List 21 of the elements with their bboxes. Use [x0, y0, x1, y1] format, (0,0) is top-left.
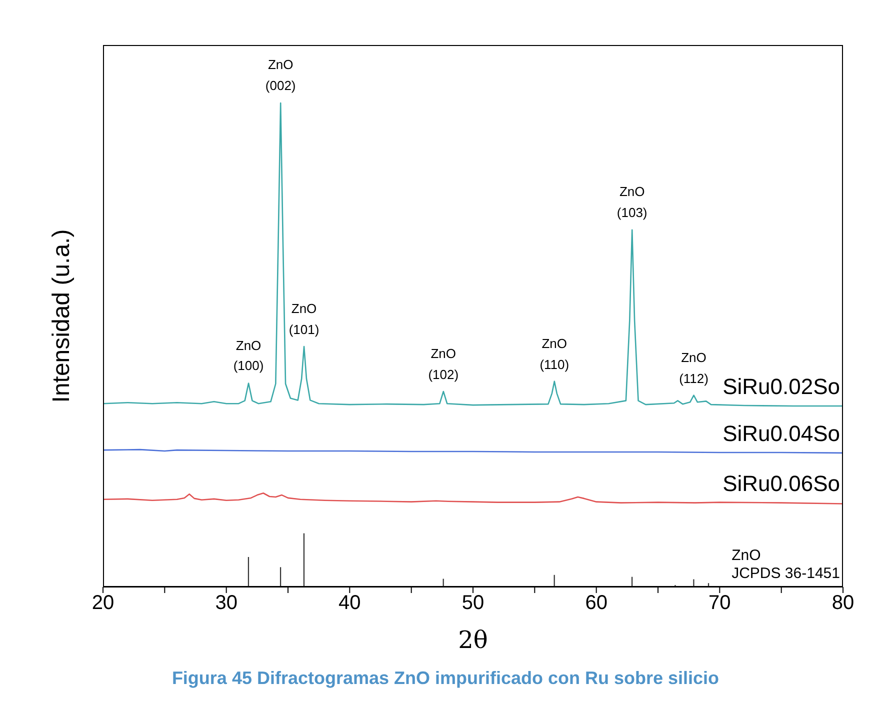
- x-tick-label: 60: [585, 592, 608, 614]
- x-axis-title: 2θ: [457, 626, 489, 654]
- x-tick-label: 70: [708, 592, 731, 614]
- annotation: ZnO (100): [232, 336, 265, 376]
- series-label: SiRu0.02So: [722, 374, 840, 400]
- y-axis-title: Intensidad (u.a.): [48, 228, 76, 405]
- x-tick-label: 30: [215, 592, 238, 614]
- series-label: ZnO JCPDS 36-1451: [732, 547, 840, 583]
- annotation: ZnO (110): [538, 334, 570, 374]
- annotation: ZnO (101): [288, 300, 320, 339]
- text: Figura 45 Difractogramas ZnO impurificado con Ru sobre silicio: [170, 668, 720, 689]
- annotation: ZnO (002): [264, 56, 297, 96]
- x-tick-label: 20: [92, 592, 114, 614]
- series-label: SiRu0.06So: [722, 471, 840, 498]
- annotation: ZnO (102): [427, 344, 460, 384]
- x-tick-label: 80: [832, 592, 854, 614]
- x-tick-label: 50: [462, 592, 484, 614]
- x-tick-label: 40: [338, 592, 361, 614]
- series-label: SiRu0.04So: [722, 420, 840, 447]
- annotation: ZnO (103): [616, 183, 648, 222]
- annotation: ZnO (112): [679, 350, 708, 386]
